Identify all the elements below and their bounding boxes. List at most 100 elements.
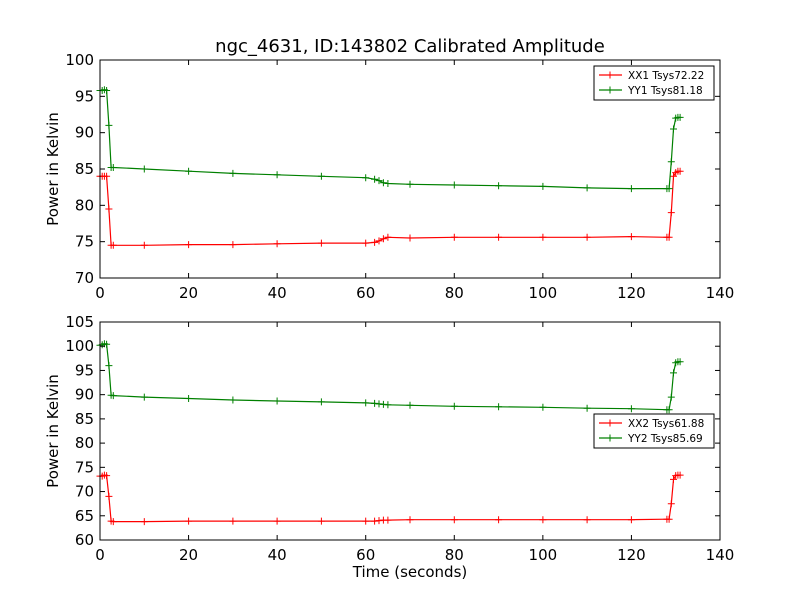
data-point [676, 113, 684, 121]
series-markers-1-1 [96, 340, 684, 414]
data-point [384, 180, 392, 187]
legend-box [593, 413, 715, 449]
x-tick-label: 60 [356, 284, 375, 302]
data-point [229, 396, 237, 404]
data-point [583, 404, 591, 412]
plot-frame [99, 321, 721, 541]
data-point [109, 392, 117, 400]
x-tick-label: 140 [706, 546, 735, 564]
data-point [362, 399, 370, 407]
data-point [105, 121, 113, 129]
data-point [379, 235, 387, 243]
data-point [103, 472, 111, 480]
data-point [371, 175, 379, 183]
legend: XX2 Tsys61.88 YY2 Tsys85.69 [593, 413, 715, 449]
y-tick-label: 80 [75, 196, 94, 214]
data-point [406, 180, 414, 188]
legend-marker [606, 419, 614, 427]
x-tick-label: 40 [268, 284, 287, 302]
data-point [450, 402, 458, 410]
data-point [229, 169, 237, 177]
data-point [384, 401, 392, 409]
data-point [140, 165, 148, 173]
data-point [676, 167, 684, 175]
series-line-0-0 [100, 170, 681, 246]
data-point [406, 234, 414, 242]
data-point [384, 516, 392, 524]
y-tick-label: 80 [75, 434, 94, 452]
data-point [667, 158, 675, 166]
data-point [670, 172, 677, 180]
data-point [495, 233, 503, 241]
data-point [627, 516, 635, 524]
legend-box [593, 65, 715, 101]
data-point [317, 239, 325, 247]
data-point [450, 516, 458, 524]
y-tick-label: 105 [65, 313, 94, 331]
series-line-0-1 [100, 89, 681, 190]
data-point [676, 358, 684, 366]
data-point [379, 179, 387, 187]
data-point [109, 241, 117, 249]
data-point [406, 516, 414, 524]
top-plot: 0 20 40 60 80 100 120 140 70 75 80 85 90 95 100 Power i… [44, 51, 734, 302]
data-point [273, 517, 281, 525]
data-point [495, 403, 503, 411]
data-point [539, 182, 547, 190]
data-point [273, 171, 281, 179]
data-point [273, 240, 281, 248]
x-tick-label: 0 [95, 284, 105, 302]
y-tick-label: 85 [75, 410, 94, 428]
y-tick-label: 95 [75, 87, 94, 105]
data-point [495, 182, 503, 190]
data-point [109, 518, 117, 526]
data-point [273, 397, 281, 405]
series-group [96, 86, 684, 249]
x-tick-label: 20 [179, 284, 198, 302]
x-tick-label: 140 [706, 284, 735, 302]
data-point [450, 233, 458, 241]
data-point [583, 516, 591, 524]
y-tick-label: 70 [75, 483, 94, 501]
x-tick-label: 120 [617, 284, 646, 302]
data-point [375, 177, 383, 185]
data-point [384, 233, 392, 241]
data-point [317, 517, 325, 525]
x-tick-label: 120 [617, 546, 646, 564]
y-tick-label: 75 [75, 458, 94, 476]
data-point [185, 517, 193, 525]
figure-title: ngc_4631, ID:143802 Calibrated Amplitude [215, 36, 605, 57]
legend-label: YY2 Tsys85.69 [627, 433, 703, 445]
data-point [667, 209, 675, 217]
y-tick-label: 90 [75, 386, 94, 404]
data-point [539, 233, 547, 241]
data-point [375, 237, 383, 245]
data-point [105, 362, 113, 370]
data-point [185, 167, 193, 175]
data-point [667, 393, 675, 401]
data-point [229, 241, 237, 249]
data-point [362, 239, 370, 247]
data-point [140, 393, 148, 401]
x-tick-label: 40 [268, 546, 287, 564]
data-point [317, 172, 325, 180]
data-point [229, 517, 237, 525]
y-tick-label: 95 [75, 361, 94, 379]
legend-label: XX2 Tsys61.88 [628, 418, 704, 430]
data-point [371, 238, 379, 246]
data-point [676, 471, 684, 479]
data-point [539, 403, 547, 411]
data-point [103, 87, 111, 94]
series-markers-0-1 [96, 86, 684, 193]
y-tick-label: 65 [75, 507, 94, 525]
data-point [103, 340, 111, 348]
data-point [140, 518, 148, 526]
x-axis-label: Time (seconds) [352, 563, 468, 581]
data-point [627, 405, 635, 413]
data-point [362, 174, 370, 182]
data-point [105, 205, 113, 213]
y-tick-label: 85 [75, 160, 94, 178]
legend-marker [606, 86, 614, 94]
y-tick-label: 75 [75, 233, 94, 251]
